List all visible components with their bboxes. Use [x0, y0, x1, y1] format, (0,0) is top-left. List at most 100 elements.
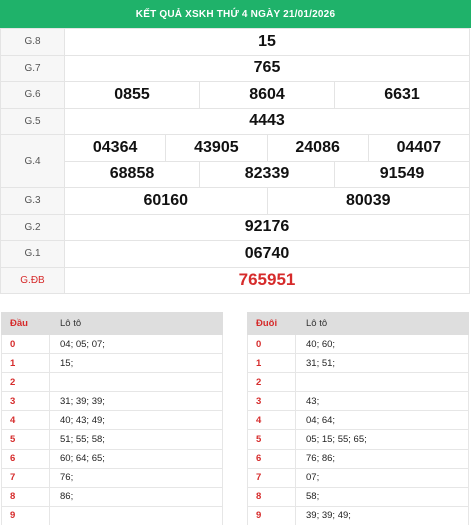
- loto-values: 31; 39; 39;: [49, 391, 223, 412]
- loto-row: 8 86;: [1, 486, 223, 507]
- loto-digit: 9: [247, 505, 296, 525]
- loto-digit: 7: [247, 467, 296, 488]
- prize-number: 68858: [109, 165, 155, 183]
- prize-row-g6: G.6 0855 8604 6631: [0, 81, 470, 109]
- prize-number: 0855: [114, 85, 150, 103]
- prize-number: 04364: [92, 138, 138, 156]
- loto-digit: 5: [247, 429, 296, 450]
- special-prize-number: 765951: [238, 270, 296, 290]
- prize-number: 91549: [334, 161, 469, 187]
- loto-digit: 1: [1, 353, 50, 374]
- prize-label: G.2: [0, 213, 65, 241]
- loto-digit: 7: [1, 467, 50, 488]
- loto-digit: 4: [1, 410, 50, 431]
- loto-tail-header: Đuôi: [247, 312, 296, 335]
- loto-row: 3 43;: [247, 391, 469, 412]
- loto-row: 1 31; 51;: [247, 353, 469, 374]
- loto-values: 07;: [295, 467, 469, 488]
- prize-row-g4-b: 68858 82339 91549: [1, 160, 470, 188]
- loto-digit: 6: [1, 448, 50, 469]
- loto-values: 04; 64;: [295, 410, 469, 431]
- prize-number: 765: [253, 59, 281, 77]
- prize-number: 15: [258, 32, 276, 50]
- loto-row: 2: [247, 372, 469, 393]
- prize-label: G.5: [0, 107, 65, 135]
- loto-values: [49, 372, 223, 393]
- loto-digit: 9: [1, 505, 50, 525]
- loto-row: 4 04; 64;: [247, 410, 469, 431]
- loto-values: [295, 372, 469, 393]
- loto-row: 5 05; 15; 55; 65;: [247, 429, 469, 450]
- prize-number: 4443: [249, 112, 285, 130]
- loto-values-header: Lô tô: [49, 312, 223, 335]
- prize-row-g1: G.1 06740: [0, 240, 470, 268]
- prize-label: G.ĐB: [0, 266, 65, 294]
- loto-digit: 8: [1, 486, 50, 507]
- prize-number: 43905: [165, 135, 266, 161]
- prize-label: G.6: [0, 81, 65, 109]
- prize-label: G.7: [0, 54, 65, 82]
- loto-digit: 3: [1, 391, 50, 412]
- loto-values: 51; 55; 58;: [49, 429, 223, 450]
- prize-row-g8: G.8 15: [0, 28, 470, 56]
- loto-row: 3 31; 39; 39;: [1, 391, 223, 412]
- loto-row: 9 39; 39; 49;: [247, 505, 469, 525]
- loto-row: 9: [1, 505, 223, 525]
- prize-number: 06740: [244, 244, 290, 262]
- prize-number: 80039: [266, 188, 470, 214]
- loto-row: 6 60; 64; 65;: [1, 448, 223, 469]
- prize-row-special: G.ĐB 765951: [0, 266, 470, 294]
- results-title: KẾT QUẢ XSKH THỨ 4 NGÀY 21/01/2026: [0, 0, 471, 28]
- loto-digit: 6: [247, 448, 296, 469]
- loto-row: 4 40; 43; 49;: [1, 410, 223, 431]
- prize-row-g2: G.2 92176: [0, 213, 470, 241]
- loto-head-table: Đầu Lô tô 0 04; 05; 07; 1 15; 2 3 31; 39; 39; 4…: [1, 312, 223, 525]
- prize-label: G.1: [0, 240, 65, 268]
- prize-label: G.4: [0, 134, 65, 188]
- loto-digit: 5: [1, 429, 50, 450]
- loto-row: 1 15;: [1, 353, 223, 374]
- loto-values: 60; 64; 65;: [49, 448, 223, 469]
- loto-values: 05; 15; 55; 65;: [295, 429, 469, 450]
- prize-row-g7: G.7 765: [0, 54, 470, 82]
- prize-number: 60160: [143, 191, 189, 209]
- loto-digit: 3: [247, 391, 296, 412]
- loto-digit: 4: [247, 410, 296, 431]
- loto-digit: 8: [247, 486, 296, 507]
- loto-digit: 2: [247, 372, 296, 393]
- loto-row: 2: [1, 372, 223, 393]
- loto-values: 76;: [49, 467, 223, 488]
- loto-values-header: Lô tô: [295, 312, 469, 335]
- loto-values: 15;: [49, 353, 223, 374]
- loto-row: 8 58;: [247, 486, 469, 507]
- loto-row: 6 76; 86;: [247, 448, 469, 469]
- prize-number: 92176: [244, 218, 290, 236]
- loto-values: 76; 86;: [295, 448, 469, 469]
- loto-row: 7 07;: [247, 467, 469, 488]
- loto-values: 31; 51;: [295, 353, 469, 374]
- loto-row: 5 51; 55; 58;: [1, 429, 223, 450]
- prize-row-g5: G.5 4443: [0, 107, 470, 135]
- loto-row: 7 76;: [1, 467, 223, 488]
- loto-values: 04; 05; 07;: [49, 333, 223, 355]
- prize-row-g4-a: G.4 04364 43905 24086 04407: [0, 134, 470, 188]
- loto-values: 40; 60;: [295, 333, 469, 355]
- loto-values: 58;: [295, 486, 469, 507]
- prize-number: 6631: [334, 82, 469, 108]
- loto-row: 0 04; 05; 07;: [1, 333, 223, 355]
- loto-values: 39; 39; 49;: [295, 505, 469, 525]
- results-table: G.8 15 G.7 765 G.6 0855 8604 6631 G.5 44…: [0, 28, 470, 294]
- loto-digit: 2: [1, 372, 50, 393]
- prize-label: G.8: [0, 28, 65, 56]
- loto-row: 0 40; 60;: [247, 333, 469, 355]
- prize-number: 04407: [367, 135, 469, 161]
- loto-values: 40; 43; 49;: [49, 410, 223, 431]
- prize-number: 82339: [199, 161, 334, 187]
- loto-digit: 1: [247, 353, 296, 374]
- loto-digit: 0: [247, 333, 296, 355]
- loto-tail-table: Đuôi Lô tô 0 40; 60; 1 31; 51; 2 3 43; 4 04; 64;…: [247, 312, 469, 525]
- loto-values: 43;: [295, 391, 469, 412]
- loto-values: [49, 505, 223, 525]
- prize-number: 24086: [266, 135, 368, 161]
- prize-number: 8604: [199, 82, 334, 108]
